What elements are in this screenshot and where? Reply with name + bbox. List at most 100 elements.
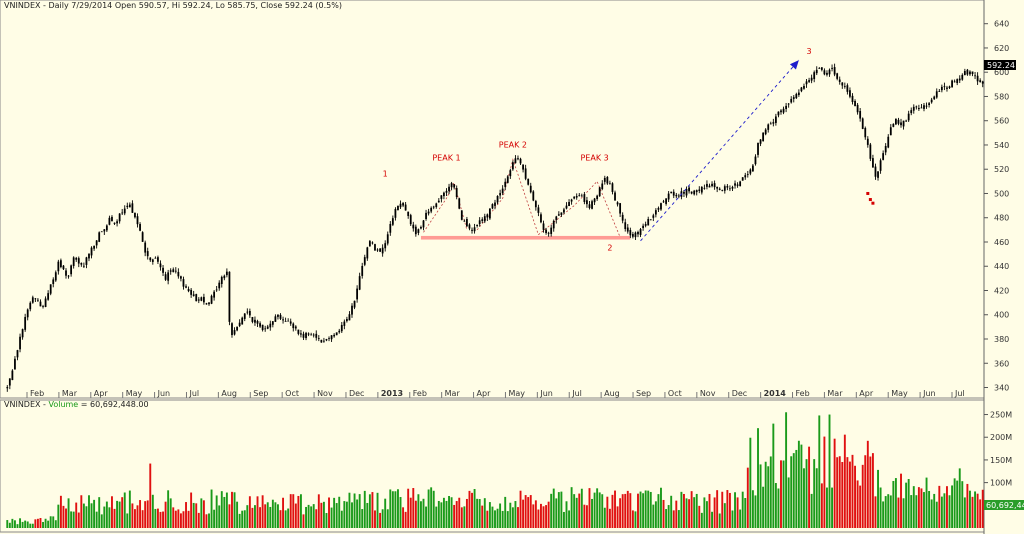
candle-body (399, 203, 402, 208)
volume-bar (882, 501, 885, 528)
volume-bar (185, 502, 187, 528)
price-tick-label: 360 (994, 359, 1009, 368)
volume-bar (162, 511, 164, 528)
candle-body (328, 338, 330, 339)
candle-body (869, 144, 872, 159)
volume-bar (703, 497, 706, 528)
candle-body (708, 185, 711, 188)
candle-body (371, 242, 374, 244)
volume-bar (736, 497, 739, 528)
x-tick-label: May (508, 389, 525, 398)
price-tick-label: 400 (994, 311, 1009, 320)
volume-chart-title: VNINDEX - Volume = 60,692,448.00 (4, 400, 149, 409)
candle-body (935, 91, 938, 98)
candle-body (616, 202, 619, 205)
candle-body (644, 224, 647, 226)
candle-body (381, 247, 384, 254)
candle-body (159, 263, 162, 268)
volume-bar (399, 497, 402, 528)
volume-bar (568, 510, 571, 528)
candle-body (923, 105, 925, 109)
candle-body (892, 123, 895, 127)
volume-bar (366, 502, 369, 528)
candle-body (570, 199, 573, 202)
candle-body (243, 313, 246, 319)
candle-body (21, 329, 24, 338)
volume-bar (509, 502, 512, 528)
x-tick-label: Feb (30, 389, 44, 398)
volume-bar (637, 493, 639, 528)
candle-body (729, 188, 731, 190)
candle-body (488, 208, 491, 219)
candle-body (961, 74, 964, 80)
volume-bar (958, 468, 961, 528)
candle-body (580, 195, 583, 197)
candle-body (297, 329, 300, 334)
volume-bar (159, 511, 162, 528)
candle-body (568, 202, 570, 207)
volume-bar (100, 514, 103, 528)
volume-bar (177, 509, 180, 528)
candle-body (774, 116, 777, 123)
candle-body (706, 183, 708, 187)
candle-body (483, 216, 486, 222)
volume-bar (746, 467, 749, 528)
candle-body (874, 166, 877, 177)
candle-body (872, 158, 874, 168)
candle-body (246, 311, 249, 313)
volume-bar (391, 491, 394, 528)
volume-bar (465, 498, 468, 528)
candle-body (448, 186, 450, 192)
candle-body (861, 118, 864, 129)
volume-bar (463, 506, 466, 528)
candle-body (675, 194, 678, 197)
volume-bar (621, 494, 624, 528)
candle-body (384, 243, 387, 249)
volume-bar (894, 478, 897, 528)
volume-bar (197, 512, 200, 528)
candle-body (759, 139, 762, 144)
volume-bar (739, 509, 742, 528)
candle-body (866, 138, 869, 145)
volume-tick-label: 100M (990, 479, 1012, 488)
candle-body (660, 203, 662, 210)
candle-body (657, 207, 660, 210)
volume-bar (626, 490, 629, 528)
volume-bar (11, 518, 14, 528)
candle-body (330, 335, 333, 340)
volume-bar (179, 513, 182, 528)
candle-body (596, 195, 599, 200)
volume-bar (705, 501, 708, 528)
volume-bar (164, 501, 167, 528)
candle-body (93, 245, 95, 249)
volume-bar (803, 468, 805, 528)
candle-body (828, 69, 831, 75)
candle-body (190, 289, 193, 295)
candle-body (361, 265, 364, 276)
volume-bar (8, 522, 11, 528)
volume-bar (695, 493, 698, 528)
candle-body (412, 224, 415, 229)
price-tick-label: 580 (994, 92, 1009, 101)
candle-body (976, 75, 979, 82)
volume-bar (690, 491, 693, 528)
volume-bar (417, 494, 420, 528)
candle-body (348, 314, 351, 321)
candle-body (310, 334, 313, 336)
volume-title-value: = 60,692,448.00 (78, 400, 148, 409)
volume-bar (261, 495, 264, 528)
candle-body (797, 92, 800, 96)
volume-bar (448, 495, 450, 528)
candle-body (271, 321, 274, 325)
candle-body (647, 218, 650, 226)
volume-bar (764, 461, 767, 528)
volume-bar (141, 510, 144, 528)
candle-body (420, 227, 422, 229)
volume-bar (836, 457, 839, 528)
candle-body (509, 170, 512, 177)
candle-body (910, 110, 913, 114)
volume-bar (149, 463, 152, 528)
candle-body (430, 207, 433, 212)
volume-bar (254, 505, 256, 528)
volume-bar (215, 495, 218, 528)
